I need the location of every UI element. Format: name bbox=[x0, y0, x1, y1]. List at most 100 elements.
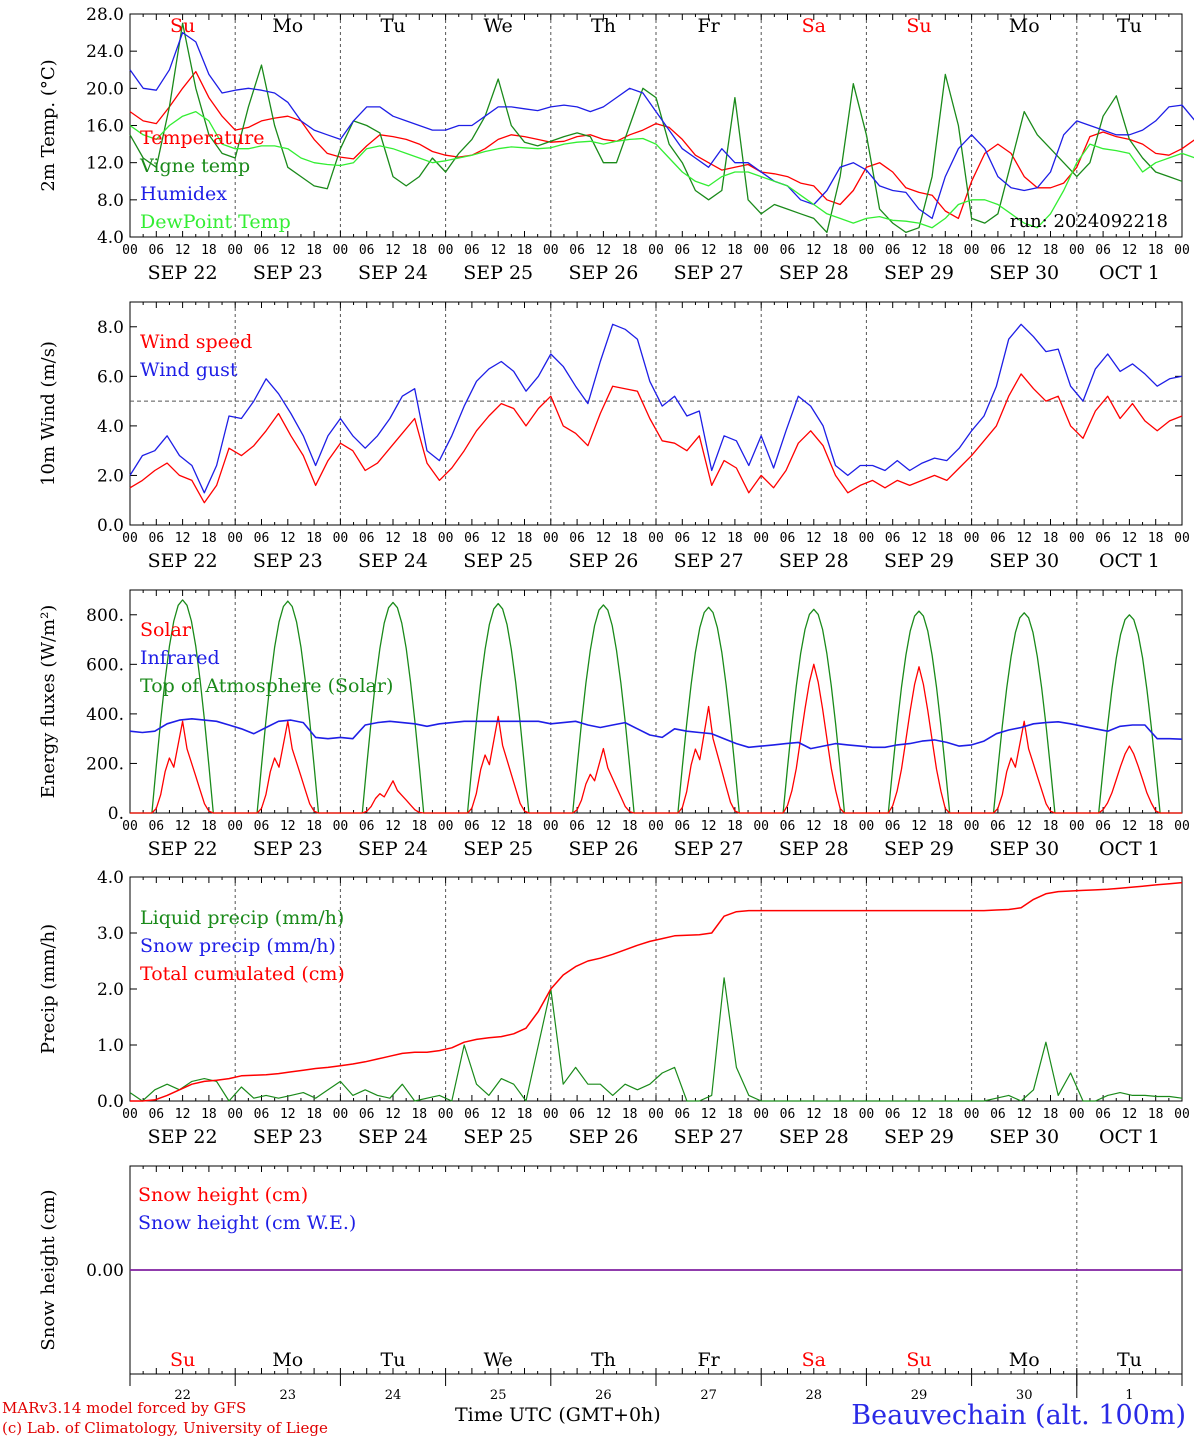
hour-label: 18 bbox=[622, 531, 638, 546]
hour-label: 00 bbox=[333, 531, 349, 546]
day-number: 29 bbox=[911, 1388, 928, 1403]
date-label: SEP 24 bbox=[358, 550, 428, 572]
date-label: SEP 25 bbox=[463, 838, 533, 860]
day-number: 1 bbox=[1125, 1388, 1133, 1403]
hour-label: 12 bbox=[280, 1107, 296, 1122]
date-label: SEP 22 bbox=[148, 262, 218, 284]
hour-label: 18 bbox=[1043, 531, 1059, 546]
hour-label: 00 bbox=[438, 1107, 454, 1122]
y-tick-label: 20.0 bbox=[86, 79, 124, 99]
hour-label: 06 bbox=[990, 531, 1006, 546]
hour-label: 18 bbox=[727, 243, 743, 258]
date-label: SEP 23 bbox=[253, 550, 323, 572]
hour-label: 00 bbox=[1069, 531, 1085, 546]
hour-label: 12 bbox=[1122, 243, 1138, 258]
hour-label: 12 bbox=[280, 819, 296, 834]
y-tick-label: 1.0 bbox=[97, 1036, 124, 1056]
legend-entry: Wind speed bbox=[140, 331, 252, 353]
hour-label: 18 bbox=[727, 1107, 743, 1122]
hour-label: 00 bbox=[753, 531, 769, 546]
hour-label: 18 bbox=[517, 531, 533, 546]
series-line bbox=[129, 22, 1183, 234]
hour-label: 12 bbox=[701, 1107, 717, 1122]
date-label: SEP 26 bbox=[568, 838, 638, 860]
day-number: 23 bbox=[280, 1388, 297, 1403]
hour-label: 00 bbox=[122, 819, 138, 834]
hour-label: 12 bbox=[1016, 531, 1032, 546]
hour-label: 18 bbox=[517, 819, 533, 834]
legend-entry: Total cumulated (cm) bbox=[140, 963, 345, 985]
hour-label: 12 bbox=[280, 243, 296, 258]
hour-label: 06 bbox=[674, 531, 690, 546]
hour-label: 12 bbox=[490, 819, 506, 834]
hour-label: 06 bbox=[464, 243, 480, 258]
panel-frame bbox=[129, 13, 1183, 238]
hour-label: 18 bbox=[622, 243, 638, 258]
weekday-label: Tu bbox=[1117, 1349, 1142, 1371]
hour-label: 18 bbox=[1148, 819, 1164, 834]
panel-4: 0.0 1.0 2.0 3.0 4.0 Precip (mm/h) 00 06 12 18 00 06… bbox=[38, 868, 1190, 1148]
hour-label: 18 bbox=[832, 243, 848, 258]
panel-2: 0.0 2.0 4.0 6.0 8.0 10m Wind (m/s) 00 06 12 18 00 0… bbox=[38, 301, 1190, 572]
run-label: run: 2024092218 bbox=[1010, 211, 1168, 232]
hour-label: 00 bbox=[1174, 1107, 1190, 1122]
weekday-label: Mo bbox=[1009, 15, 1040, 37]
hour-label: 12 bbox=[596, 1107, 612, 1122]
day-number: 25 bbox=[490, 1388, 507, 1403]
hour-label: 12 bbox=[385, 819, 401, 834]
weekday-label: Th bbox=[591, 1349, 616, 1371]
weekday-label: Tu bbox=[381, 1349, 406, 1371]
hour-label: 00 bbox=[1174, 819, 1190, 834]
date-label: SEP 29 bbox=[884, 838, 954, 860]
hour-label: 18 bbox=[306, 243, 322, 258]
y-tick-label: 200. bbox=[86, 754, 124, 774]
legend-entry: Humidex bbox=[140, 183, 227, 205]
hour-label: 00 bbox=[438, 243, 454, 258]
hour-label: 06 bbox=[254, 819, 270, 834]
series-line bbox=[129, 717, 1183, 750]
weekday-label: Mo bbox=[272, 1349, 303, 1371]
hour-label: 18 bbox=[937, 1107, 953, 1122]
day-number: 24 bbox=[385, 1388, 402, 1403]
date-label: SEP 27 bbox=[674, 262, 744, 284]
date-label: SEP 22 bbox=[148, 838, 218, 860]
hour-label: 12 bbox=[385, 531, 401, 546]
panel-3: 0. 200. 400. 600. 800. Energy fluxes (W/m²) 00… bbox=[38, 589, 1190, 860]
hour-label: 18 bbox=[1043, 819, 1059, 834]
y-tick-label: 28.0 bbox=[86, 5, 124, 25]
hour-label: 00 bbox=[227, 243, 243, 258]
hour-label: 06 bbox=[990, 819, 1006, 834]
hour-label: 12 bbox=[280, 531, 296, 546]
weekday-label: Tu bbox=[1117, 15, 1142, 37]
hour-label: 06 bbox=[674, 819, 690, 834]
hour-label: 06 bbox=[148, 1107, 164, 1122]
legend-entry: DewPoint Temp bbox=[140, 211, 291, 233]
hour-label: 06 bbox=[569, 531, 585, 546]
date-label: SEP 28 bbox=[779, 838, 849, 860]
panel-frame bbox=[129, 301, 1183, 526]
hour-label: 18 bbox=[727, 819, 743, 834]
hour-label: 12 bbox=[175, 243, 191, 258]
date-label: SEP 25 bbox=[463, 550, 533, 572]
hour-label: 00 bbox=[753, 1107, 769, 1122]
date-label: SEP 27 bbox=[674, 838, 744, 860]
hour-label: 12 bbox=[806, 531, 822, 546]
hour-label: 00 bbox=[122, 243, 138, 258]
hour-label: 06 bbox=[780, 819, 796, 834]
series-line bbox=[129, 323, 1183, 494]
y-tick-label: 8.0 bbox=[97, 191, 124, 211]
y-tick-label: 4.0 bbox=[97, 868, 124, 888]
series-line bbox=[129, 31, 1194, 220]
y-axis-label: Snow height (cm) bbox=[38, 1189, 59, 1350]
hour-label: 06 bbox=[148, 243, 164, 258]
hour-label: 18 bbox=[937, 819, 953, 834]
hour-label: 12 bbox=[911, 531, 927, 546]
hour-label: 06 bbox=[674, 243, 690, 258]
date-label: SEP 29 bbox=[884, 1126, 954, 1148]
weekday-label: Sa bbox=[802, 15, 826, 37]
hour-label: 12 bbox=[596, 819, 612, 834]
hour-label: 00 bbox=[333, 1107, 349, 1122]
hour-label: 18 bbox=[1148, 531, 1164, 546]
day-number: 27 bbox=[700, 1388, 717, 1403]
